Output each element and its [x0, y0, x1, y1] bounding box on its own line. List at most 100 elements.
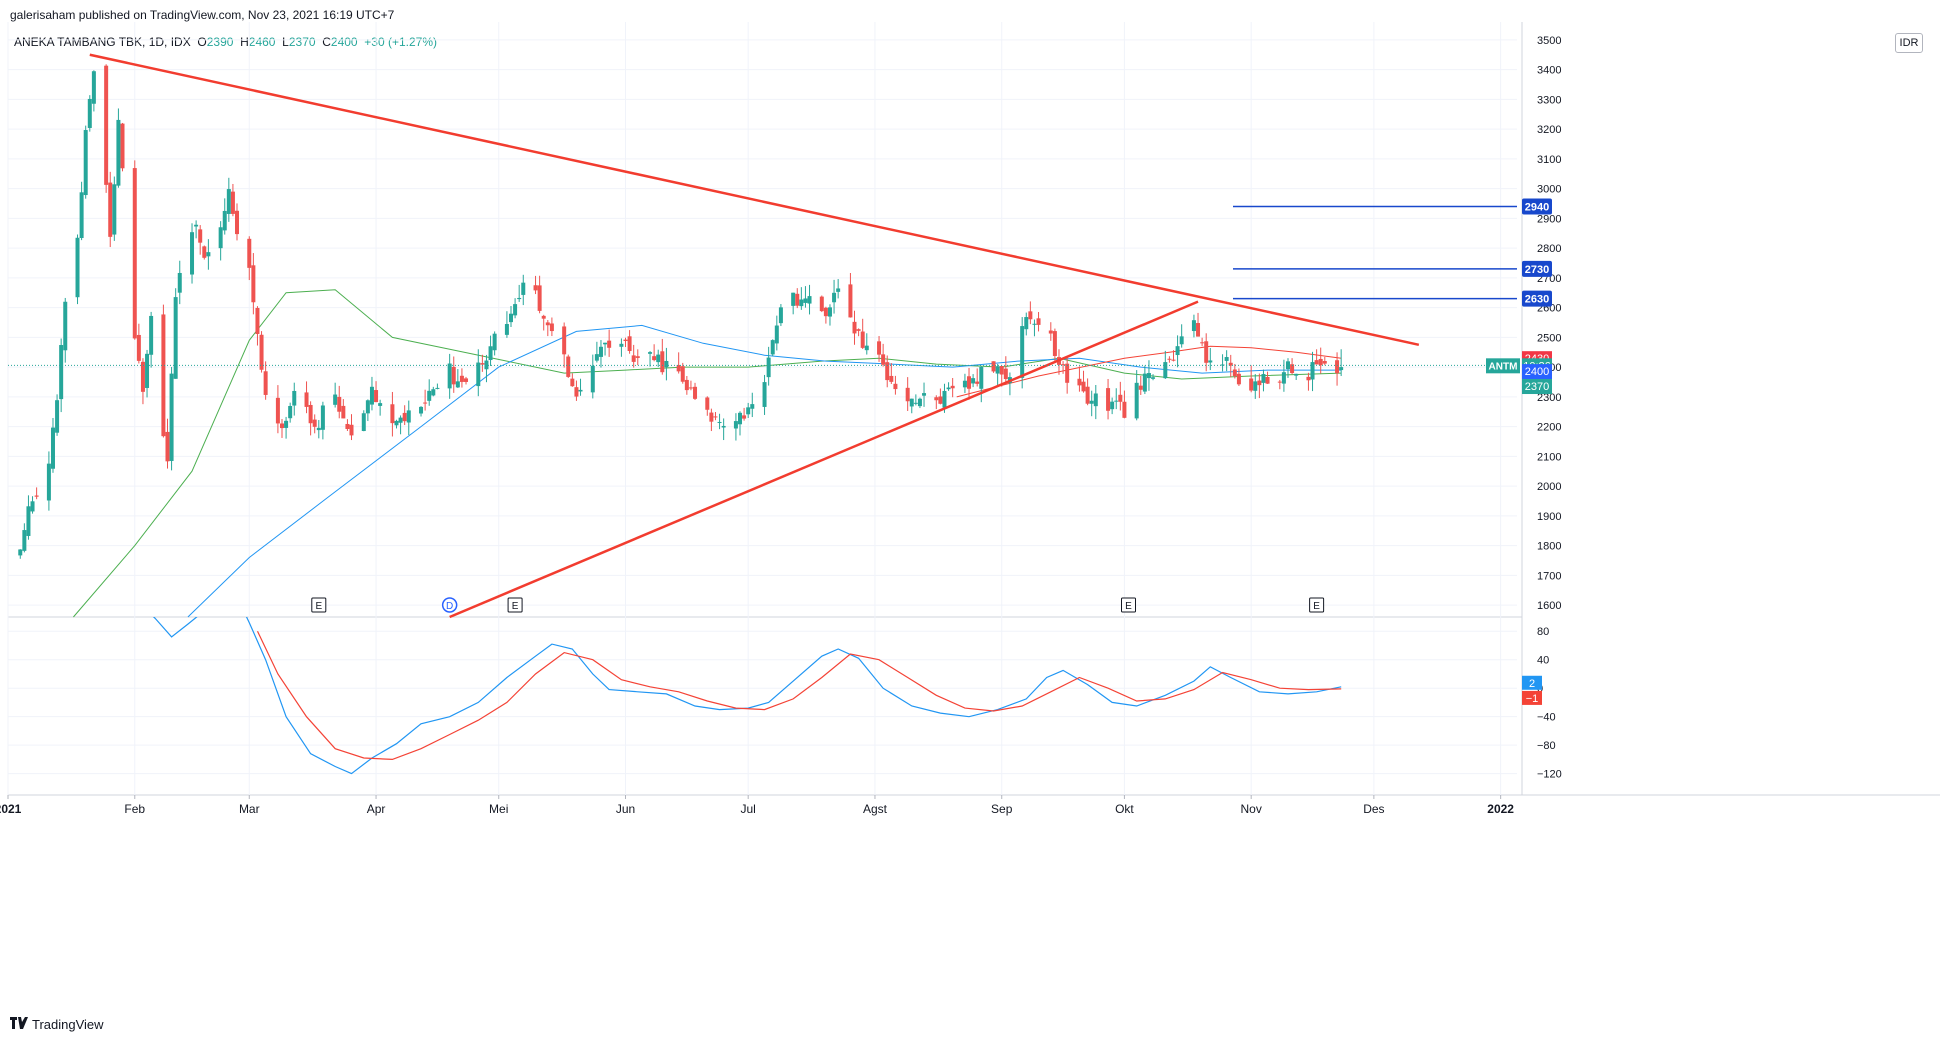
symbol-tag-text: ANTM [1489, 361, 1518, 372]
level-badge-text: 2730 [1525, 264, 1549, 276]
candle-body [394, 420, 399, 426]
candle-body [165, 431, 170, 462]
candle-body [750, 404, 755, 409]
candle-body [762, 382, 767, 407]
candle-body [746, 407, 751, 415]
candle-body [1196, 323, 1201, 337]
ma-line [73, 289, 1342, 618]
candle-body [803, 298, 808, 303]
earnings-marker[interactable] [1309, 597, 1325, 613]
earnings-marker[interactable] [1121, 597, 1137, 613]
symbol-tag [1486, 358, 1520, 374]
candle-body [1138, 385, 1143, 390]
candle-body [349, 424, 354, 436]
candle-body [1142, 373, 1147, 392]
candle-body [30, 501, 35, 512]
candle-body [1277, 381, 1282, 383]
earnings-marker[interactable] [507, 597, 523, 613]
candle-body [390, 404, 395, 424]
candle-body [63, 301, 68, 351]
x-tick-label: 2022 [1487, 802, 1514, 816]
candle-body [680, 366, 685, 382]
candle-body [161, 314, 166, 437]
candle-body [1110, 401, 1115, 410]
candle-body [995, 366, 1000, 374]
candle-body [1294, 373, 1299, 376]
candle-body [337, 396, 342, 412]
marker-label: D [446, 601, 453, 612]
candle-body [341, 405, 346, 419]
candle-body [259, 334, 264, 370]
candle-body [447, 363, 452, 389]
candle-body [476, 362, 481, 387]
candle-body [374, 390, 379, 403]
candle-body [136, 334, 141, 361]
candle-body [860, 331, 865, 348]
candle-body [517, 297, 522, 300]
candle-body [877, 341, 882, 355]
candle-body [799, 299, 804, 307]
candle-body [320, 405, 325, 430]
candle-body [369, 386, 374, 405]
candle-body [1224, 357, 1229, 361]
dividend-marker[interactable] [441, 597, 458, 613]
y-tick-label: 3300 [1537, 94, 1561, 106]
candle-body [116, 119, 121, 186]
candle-body [823, 307, 828, 317]
candle-body [660, 351, 665, 373]
candle-body [999, 365, 1004, 375]
candle-body [1020, 326, 1025, 378]
candle-body [79, 192, 84, 239]
candle-body [108, 182, 113, 237]
trendlines[interactable] [8, 53, 1517, 619]
trendline-resistance[interactable] [89, 53, 1420, 347]
x-tick-label: Nov [1241, 802, 1262, 816]
osc-tick-label: −80 [1537, 740, 1556, 752]
candle-body [222, 210, 227, 231]
candle-body [1077, 378, 1082, 386]
candle-body [140, 361, 145, 392]
candle-body [962, 380, 967, 388]
oscillator-pane [152, 617, 1342, 775]
earnings-marker[interactable] [311, 597, 327, 613]
osc-tick-label: −120 [1537, 769, 1562, 781]
y-tick-label: 2900 [1537, 213, 1561, 225]
candle-body [1089, 400, 1094, 404]
y-tick-label: 3000 [1537, 184, 1561, 196]
candle-body [173, 297, 178, 379]
candle-body [656, 354, 661, 363]
candle-body [226, 189, 231, 214]
candle-body [365, 400, 370, 414]
candle-body [1191, 320, 1196, 332]
currency-button[interactable]: IDR [1895, 33, 1923, 53]
candle-body [619, 343, 624, 347]
candle-body [1151, 377, 1156, 379]
candle-body [87, 98, 92, 128]
osc-badge [1522, 675, 1542, 690]
candle-body [1265, 376, 1270, 384]
candle-body [1281, 372, 1286, 384]
candle-body [598, 346, 603, 357]
candle-body [1134, 382, 1139, 419]
trendline-support[interactable] [449, 300, 1199, 619]
grid [7, 22, 1940, 796]
candle-body [91, 71, 96, 104]
candle-body [251, 265, 256, 303]
candle-body [1167, 358, 1172, 360]
candle-body [676, 365, 681, 372]
level-badge-text: 2630 [1525, 294, 1549, 306]
candle-body [819, 296, 824, 312]
candle-body [852, 321, 857, 334]
candle-body [905, 387, 910, 402]
x-tick-label: Des [1363, 802, 1384, 816]
candle-body [778, 307, 783, 324]
x-tick-label: Agst [863, 802, 888, 816]
y-tick-label: 1800 [1537, 541, 1561, 553]
tradingview-brand[interactable]: TradingView [10, 1017, 104, 1032]
candle-body [464, 378, 469, 382]
candle-body [75, 237, 80, 298]
candle-body [504, 324, 509, 335]
candle-body [492, 333, 497, 351]
